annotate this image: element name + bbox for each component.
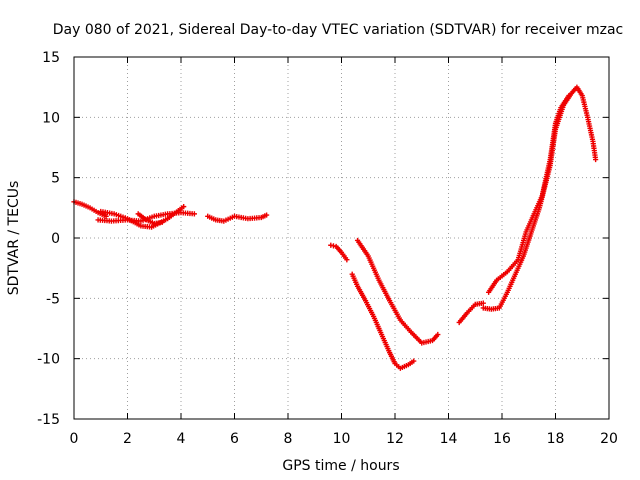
x-tick-label: 6 [230,431,239,447]
y-tick-label: -15 [37,412,60,428]
x-tick-label: 8 [284,431,293,447]
data-point [191,211,197,217]
series-track-2a [328,242,350,263]
series-track-1e [205,212,270,224]
x-tick-label: 12 [386,431,404,447]
chart-title: Day 080 of 2021, Sidereal Day-to-day VTE… [53,22,623,38]
data-point [159,219,165,225]
x-tick-label: 2 [123,431,132,447]
y-tick-label: 15 [42,50,60,66]
x-axis-label: GPS time / hours [282,458,399,474]
data-point [593,156,599,163]
y-tick-label: 5 [51,171,60,187]
series-track-3a [456,300,486,326]
series-track-2b [349,271,417,371]
data-point [264,212,270,218]
x-tick-label: 16 [493,431,511,447]
data-point [480,300,486,306]
data-point [181,204,187,210]
data-marks [71,84,599,371]
data-point [411,358,417,364]
data-point [435,331,441,338]
series-track-3c [486,93,572,295]
series-track-1a [71,199,109,219]
y-tick-label: 0 [51,231,60,247]
y-tick-label: 10 [42,110,60,126]
x-tick-label: 4 [177,431,186,447]
data-point [344,257,350,263]
x-tick-label: 14 [440,431,458,447]
y-tick-label: -5 [46,291,60,307]
x-tick-label: 20 [600,431,618,447]
x-tick-label: 18 [547,431,565,447]
y-tick-label: -10 [37,352,60,368]
y-axis-label: SDTVAR / TECUs [6,181,22,296]
axis-ticks: 0 2 4 6 8 10 12 14 16 18 20 -15 -10 -5 0 5 10 15 [37,50,618,447]
series-track-1d [135,211,165,227]
series-track-2c [354,237,441,346]
x-tick-label: 10 [333,431,351,447]
x-tick-label: 0 [70,431,79,447]
plot-frame [73,56,610,420]
data-point [566,93,572,99]
data-point [103,213,109,219]
